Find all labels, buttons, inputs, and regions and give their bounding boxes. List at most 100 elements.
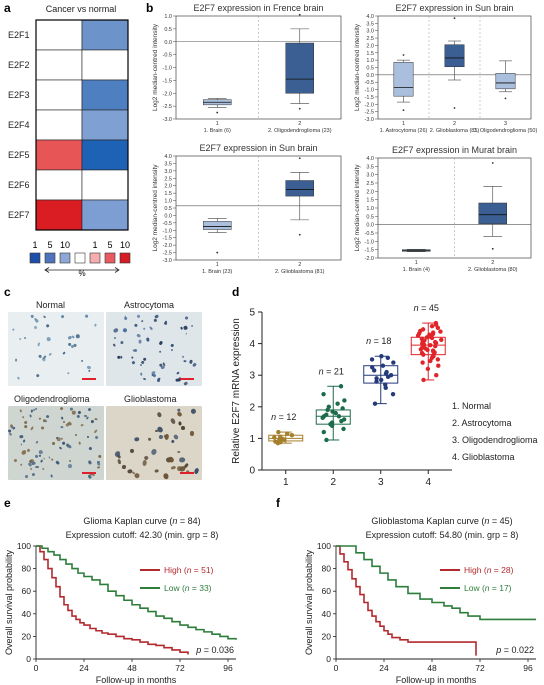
oncomine-ytick-label: -1.0 — [365, 239, 374, 245]
nucleus — [51, 459, 54, 461]
oncomine-ytick-label: -2.0 — [163, 243, 172, 249]
scatter-ytick-label: 3 — [249, 371, 255, 382]
scatter-point — [391, 360, 396, 365]
nucleus — [19, 434, 24, 439]
ihc-label-normal: Normal — [36, 300, 66, 310]
oncomine-ytick-label: 1.0 — [164, 14, 172, 20]
oncomine-outlier — [453, 107, 456, 109]
oncomine-ytick-label: -1.0 — [365, 88, 374, 94]
oncomine-title: E2F7 expression in Sun brain — [395, 3, 513, 13]
nucleus — [120, 355, 123, 358]
oncomine-box — [478, 202, 507, 225]
km-title-n: n — [484, 516, 489, 526]
scatter-point — [429, 324, 435, 329]
nucleus — [120, 340, 124, 345]
oncomine-box — [285, 42, 314, 94]
heatmap-cell — [81, 19, 129, 51]
ihc-label-astrocytoma: Astrocytoma — [124, 300, 175, 310]
nucleus — [97, 454, 103, 459]
nucleus — [61, 350, 66, 356]
nucleus — [192, 362, 198, 368]
oncomine-ytick-label: -2.0 — [365, 102, 374, 108]
heatmap-legend-swatch — [104, 252, 116, 264]
nucleus — [71, 335, 76, 339]
nucleus — [40, 459, 44, 463]
km-ytick-label: 80 — [22, 564, 32, 574]
heatmap-cell — [35, 199, 83, 231]
oncomine-index-label: 2 — [298, 262, 301, 268]
oncomine-ytick-label: -1.5 — [365, 248, 374, 254]
ihc-image-oligodendroglioma — [8, 406, 104, 480]
oncomine-ytick-label: -0.5 — [163, 221, 172, 227]
scatter-point — [342, 398, 347, 403]
oncomine-box — [495, 73, 516, 90]
nucleus — [37, 341, 41, 346]
km-ytick-label: 40 — [22, 609, 32, 619]
nucleus — [30, 426, 35, 431]
heatmap-legend-swatch — [44, 252, 56, 264]
nucleus — [193, 468, 200, 475]
oncomine-ytick-label: 4.0 — [366, 14, 374, 20]
nucleus — [188, 359, 193, 364]
heatmap-row-label: E2F4 — [8, 120, 30, 130]
scatter-point — [369, 365, 375, 370]
km-xtick-label: 0 — [34, 663, 39, 673]
oncomine-ytick-label: 1.5 — [366, 51, 374, 57]
heatmap-row-label: E2F7 — [8, 210, 30, 220]
km-legend-label: Low (n = 33) — [164, 583, 212, 593]
nucleus — [11, 328, 15, 331]
nucleus — [180, 426, 186, 430]
oncomine-ylabel: Log2 median-centred intensity — [354, 164, 361, 252]
scatter-point — [374, 379, 379, 384]
oncomine-index-label: 1 — [216, 262, 219, 268]
nucleus — [142, 377, 146, 381]
km-pvalue: p = 0.036 — [195, 645, 234, 655]
oncomine-index-label: 2 — [453, 121, 456, 127]
heatmap-row-label: E2F5 — [8, 150, 30, 160]
heatmap-cell — [81, 49, 129, 81]
km-ylabel: Overall survival probability — [304, 549, 314, 655]
km-title-text: Glioblastoma Kaplan curve ( — [371, 516, 484, 526]
scatter-ytick-label: 2 — [249, 402, 255, 413]
oncomine-ytick-label: 3.5 — [164, 161, 172, 167]
panel-e-glioma-km: Glioma Kaplan curve (n = 84)Expression c… — [4, 516, 237, 685]
oncomine-outlier — [453, 17, 456, 20]
km-xlabel: Follow-up in months — [96, 675, 177, 685]
nucleus — [12, 426, 16, 430]
oncomine-outlier — [298, 157, 301, 160]
km-ytick-label: 0 — [326, 654, 331, 664]
km-legend-label: High (n = 51) — [164, 565, 214, 575]
nucleus — [154, 468, 160, 473]
oncomine-outlier — [216, 251, 219, 254]
oncomine-ytick-label: 0.0 — [366, 223, 374, 229]
panel-letter-c: c — [4, 285, 11, 299]
nucleus — [52, 441, 56, 445]
oncomine-ytick-label: -1.0 — [163, 228, 172, 234]
oncomine-ytick-label: 4.0 — [366, 156, 374, 162]
oncomine-ytick-label: 0.5 — [164, 27, 172, 33]
scatter-point — [326, 404, 332, 409]
oncomine-ytick-label: 1.0 — [366, 206, 374, 212]
oncomine-ytick-label: 3.5 — [366, 164, 374, 170]
heatmap-legend-swatch — [74, 252, 86, 264]
oncomine-index-label: 1 — [402, 121, 405, 127]
panel-d-mrna-scatter: 0 1 2 3 4 5 1 2 3 4 Relative E2F7 mRNA expression n… — [231, 303, 538, 488]
oncomine-ytick-label: -0.5 — [163, 53, 172, 59]
heatmap-grid — [35, 19, 129, 231]
nucleus — [173, 434, 180, 441]
scatter-group-3: n = 18 — [363, 336, 399, 406]
heatmap-legend-swatch — [119, 252, 131, 264]
scatter-n-label: n = 45 — [414, 303, 439, 313]
nucleus — [40, 425, 45, 431]
oncomine-group-label: 2. Glioblastoma (80) — [468, 267, 518, 273]
scatter-point — [430, 330, 436, 335]
nucleus — [76, 333, 81, 339]
scatter-point — [324, 437, 329, 443]
oncomine-ytick-label: 3.0 — [366, 29, 374, 35]
nucleus — [45, 414, 50, 419]
heatmap-legend-num-5b: 5 — [107, 240, 112, 250]
nucleus — [141, 319, 144, 322]
scatter-n-label: n = 12 — [271, 412, 296, 422]
oncomine-ytick-label: 0.5 — [164, 206, 172, 212]
nucleus — [164, 433, 170, 441]
